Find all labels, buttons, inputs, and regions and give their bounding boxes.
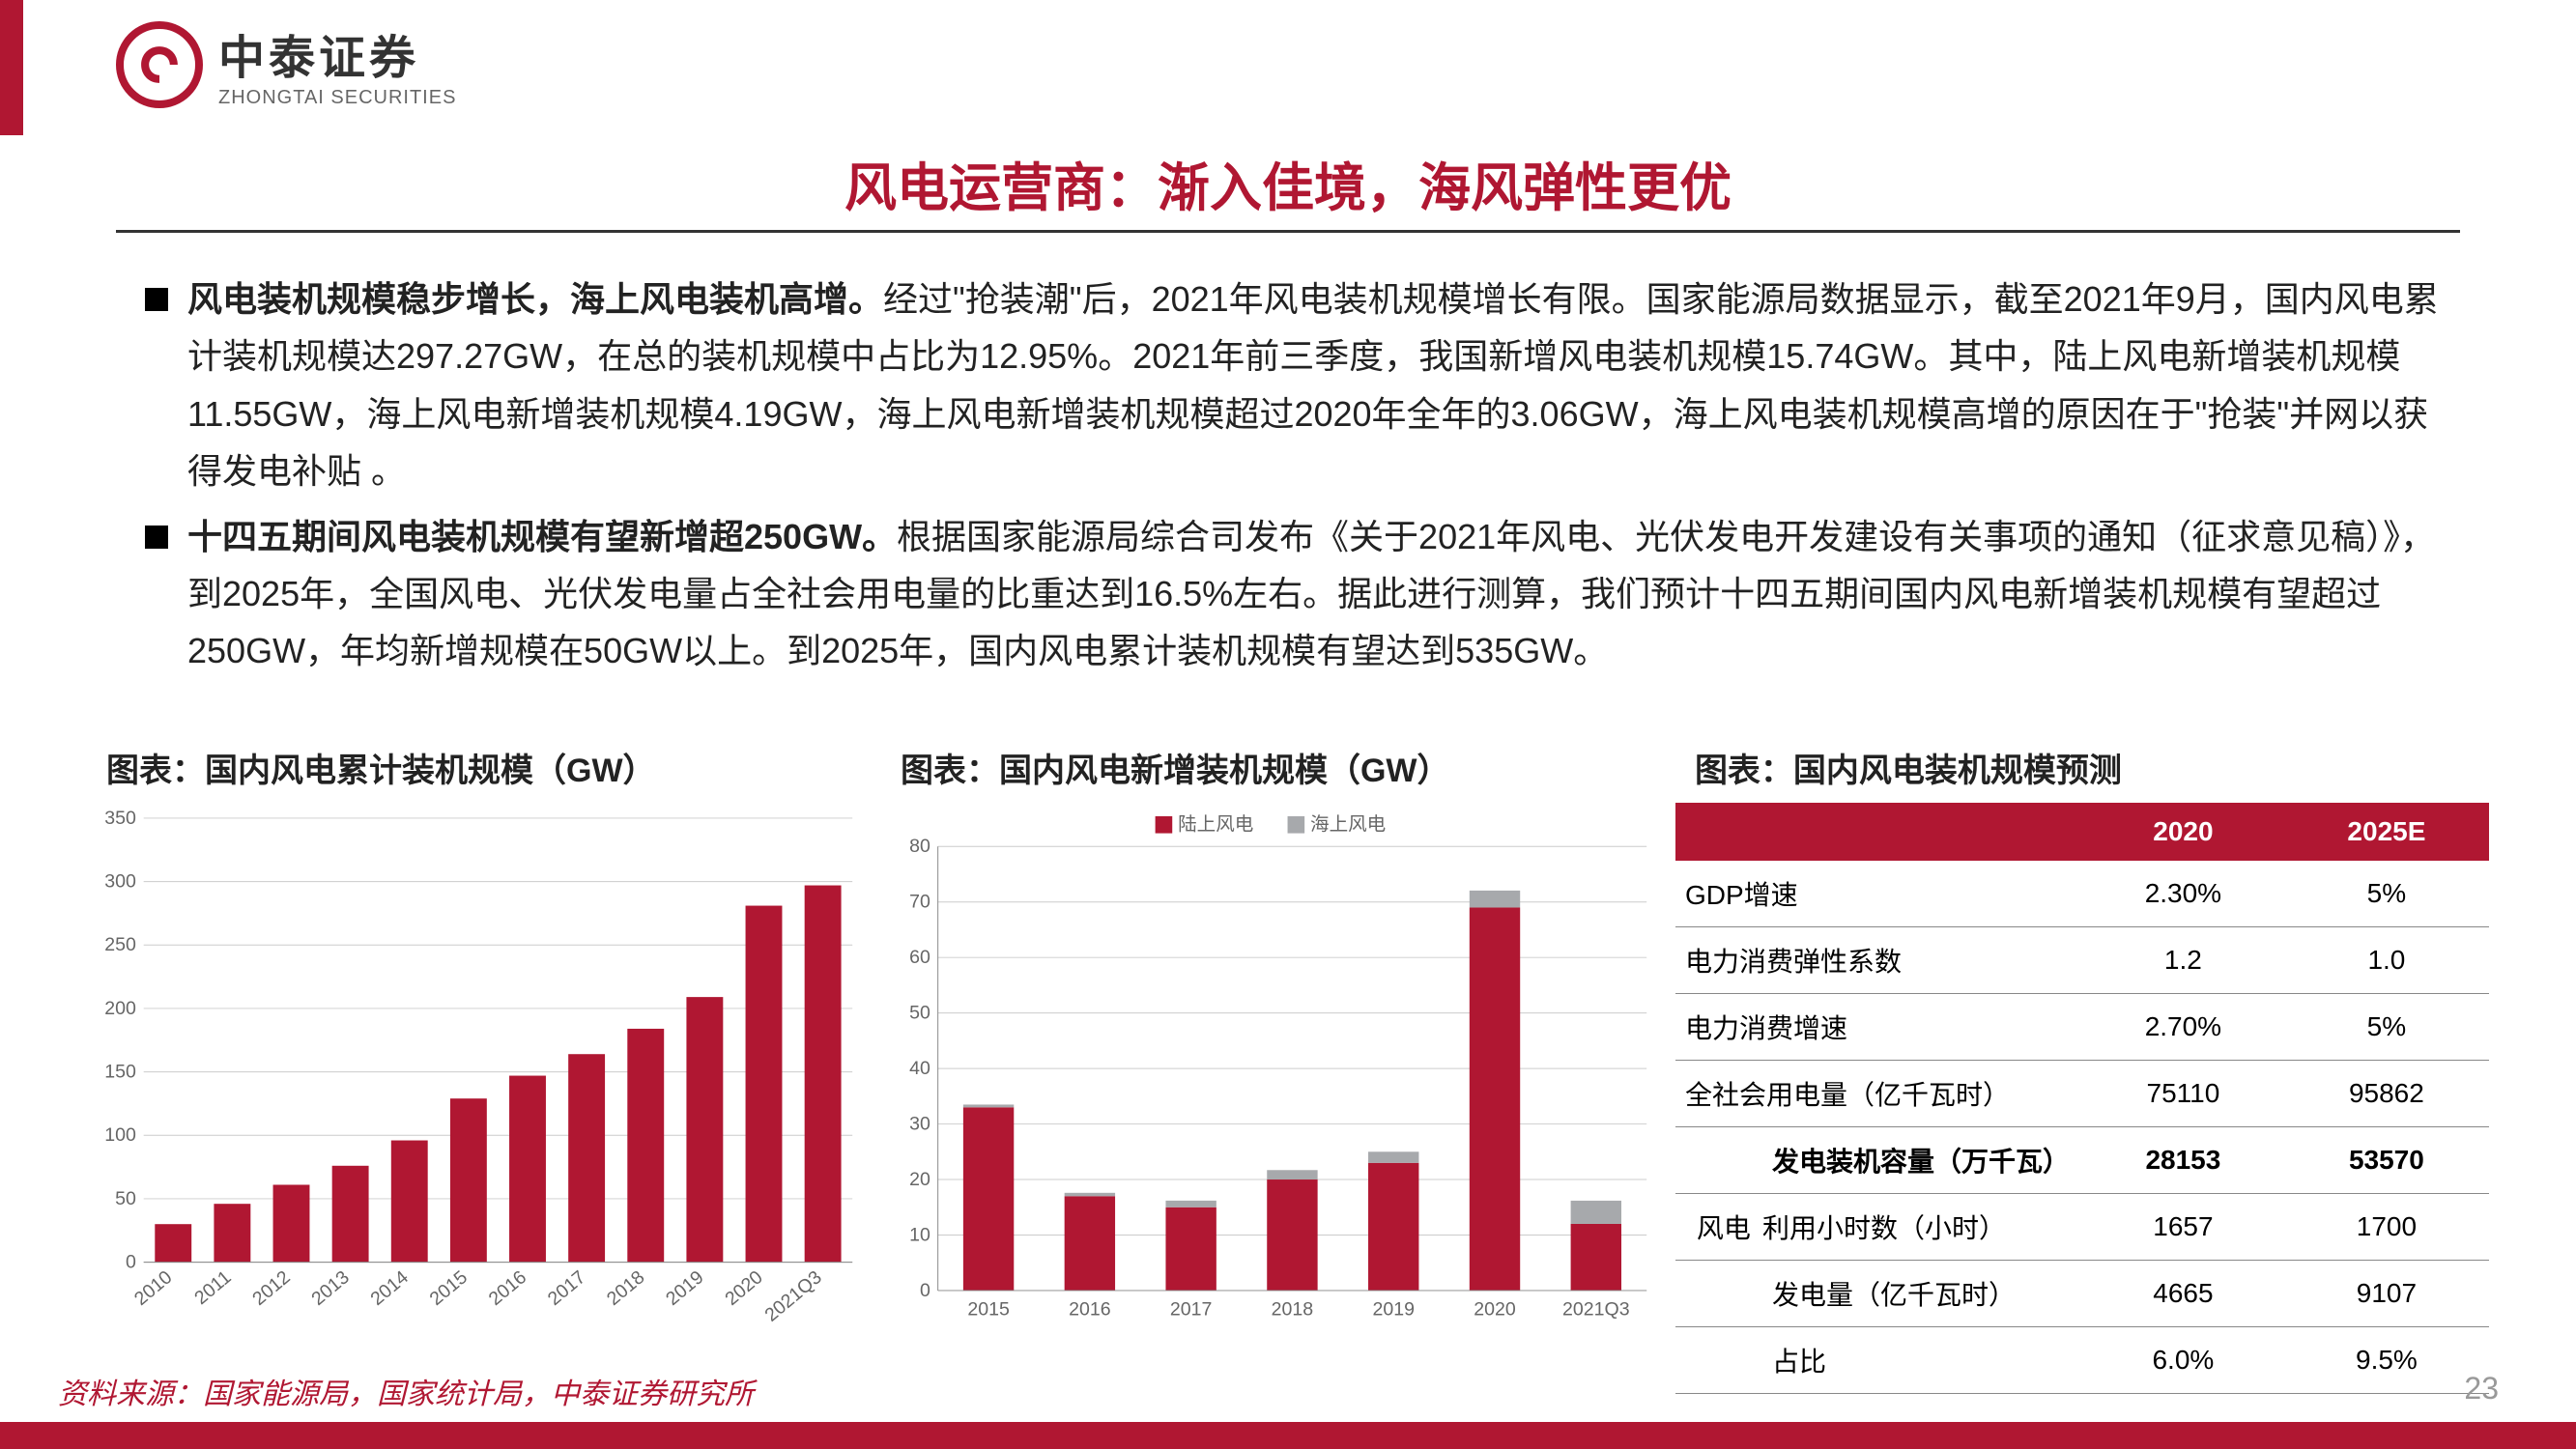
- svg-text:2014: 2014: [367, 1266, 414, 1310]
- source-citation: 资料来源：国家能源局，国家统计局，中泰证券研究所: [58, 1370, 754, 1412]
- chart2-svg: 陆上风电 海上风电 0 10 20 30 40 50 60 70 80 2015 2016 2017 201…: [881, 803, 1656, 1344]
- bullet-2-bold: 十四五期间风电装机规模有望新增超250GW。: [187, 517, 897, 556]
- svg-text:2020: 2020: [1474, 1298, 1516, 1320]
- svg-text:0: 0: [920, 1280, 930, 1301]
- table-column: 图表：国内风电装机规模预测 20202025EGDP增速2.30%5%电力消费弹…: [1675, 744, 2489, 1394]
- svg-text:40: 40: [909, 1058, 930, 1079]
- chart2-title: 图表：国内风电新增装机规模（GW）: [881, 744, 1656, 791]
- svg-text:2020: 2020: [721, 1266, 767, 1310]
- chart2-area: 陆上风电 海上风电 0 10 20 30 40 50 60 70 80 2015 2016 2017 201…: [881, 803, 1656, 1344]
- brand-name-cn: 中泰证券: [218, 19, 456, 87]
- brand-name-en: ZHONGTAI SECURITIES: [218, 87, 456, 109]
- brand-logo: 中泰证券 ZHONGTAI SECURITIES: [116, 19, 456, 109]
- page-title: 风电运营商：渐入佳境，海风弹性更优: [0, 145, 2576, 221]
- svg-text:2018: 2018: [1272, 1298, 1314, 1320]
- svg-text:100: 100: [104, 1124, 136, 1146]
- svg-text:2016: 2016: [1069, 1298, 1111, 1320]
- chart1-area: 0 50 100 150 200 250 300 350 2010 2011 2012 2013 201…: [87, 803, 862, 1344]
- svg-text:2017: 2017: [1170, 1298, 1212, 1320]
- svg-text:0: 0: [126, 1251, 136, 1272]
- page-number: 23: [2464, 1371, 2499, 1406]
- svg-text:50: 50: [909, 1003, 930, 1024]
- svg-text:300: 300: [104, 870, 136, 892]
- svg-text:海上风电: 海上风电: [1310, 814, 1386, 836]
- svg-text:2012: 2012: [248, 1266, 294, 1310]
- svg-text:2010: 2010: [130, 1266, 177, 1310]
- svg-text:60: 60: [909, 947, 930, 968]
- svg-text:2019: 2019: [1372, 1298, 1414, 1320]
- bullet-2: 十四五期间风电装机规模有望新增超250GW。根据国家能源局综合司发布《关于202…: [145, 508, 2460, 680]
- svg-text:80: 80: [909, 836, 930, 857]
- svg-text:10: 10: [909, 1224, 930, 1245]
- svg-text:2021Q3: 2021Q3: [760, 1266, 826, 1326]
- svg-text:250: 250: [104, 934, 136, 955]
- svg-text:70: 70: [909, 892, 930, 913]
- svg-text:2016: 2016: [485, 1266, 531, 1310]
- title-underline: [116, 230, 2460, 233]
- bullet-square-icon: [145, 288, 168, 311]
- svg-text:2021Q3: 2021Q3: [1562, 1298, 1630, 1320]
- charts-row: 图表：国内风电累计装机规模（GW） 0501001502002503003502…: [87, 744, 2489, 1394]
- svg-text:2015: 2015: [426, 1266, 472, 1310]
- svg-text:2017: 2017: [544, 1266, 589, 1310]
- chart1-column: 图表：国内风电累计装机规模（GW） 0 50 100 150 200 250 300 350 2…: [87, 744, 862, 1394]
- body-paragraphs: 风电装机规模稳步增长，海上风电装机高增。经过"抢装潮"后，2021年风电装机规模…: [145, 270, 2460, 688]
- svg-text:2015: 2015: [967, 1298, 1010, 1320]
- svg-text:50: 50: [115, 1188, 136, 1209]
- svg-text:200: 200: [104, 998, 136, 1019]
- svg-text:30: 30: [909, 1113, 930, 1134]
- svg-text:2013: 2013: [307, 1266, 354, 1310]
- svg-text:20: 20: [909, 1169, 930, 1190]
- svg-text:陆上风电: 陆上风电: [1178, 814, 1253, 836]
- footer-bar: [0, 1422, 2576, 1449]
- table-title: 图表：国内风电装机规模预测: [1675, 744, 2489, 791]
- svg-text:150: 150: [104, 1061, 136, 1082]
- svg-text:2019: 2019: [662, 1266, 707, 1310]
- bullet-1-bold: 风电装机规模稳步增长，海上风电装机高增。: [187, 279, 883, 319]
- svg-text:350: 350: [104, 808, 136, 829]
- chart2-column: 图表：国内风电新增装机规模（GW） 陆上风电 海上风电 0 10 20 30 40 50 60 7…: [881, 744, 1656, 1394]
- forecast-table: 20202025EGDP增速2.30%5%电力消费弹性系数1.21.0电力消费增…: [1675, 803, 2489, 1394]
- chart1-svg: 0 50 100 150 200 250 300 350 2010 2011 2012 2013 201…: [87, 803, 862, 1344]
- logo-icon: [116, 21, 203, 108]
- bullet-square-icon: [145, 526, 168, 549]
- accent-bar: [0, 0, 23, 135]
- chart1-title: 图表：国内风电累计装机规模（GW）: [87, 744, 862, 791]
- svg-text:2011: 2011: [190, 1266, 235, 1309]
- svg-text:2018: 2018: [603, 1266, 649, 1310]
- bullet-1: 风电装机规模稳步增长，海上风电装机高增。经过"抢装潮"后，2021年风电装机规模…: [145, 270, 2460, 500]
